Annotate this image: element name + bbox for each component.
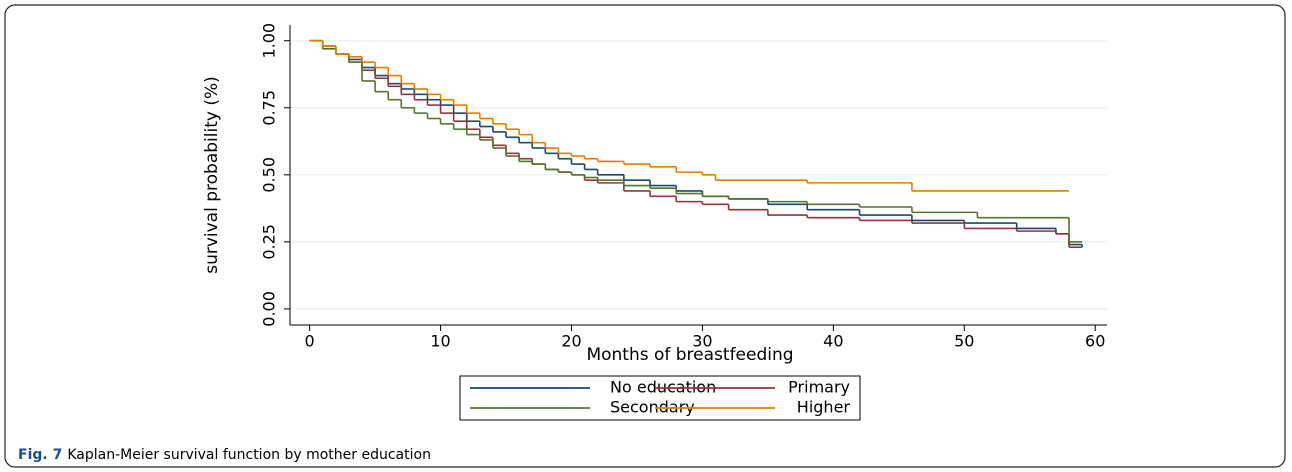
legend-label: No education bbox=[610, 378, 716, 397]
y-tick-label: 0.50 bbox=[260, 157, 279, 193]
x-tick-label: 40 bbox=[823, 332, 843, 351]
x-tick-label: 0 bbox=[305, 332, 315, 351]
x-tick-label: 30 bbox=[692, 332, 712, 351]
legend-box bbox=[459, 375, 861, 421]
x-axis-title: Months of breastfeeding bbox=[586, 345, 793, 365]
caption-text: Kaplan-Meier survival function by mother… bbox=[67, 447, 431, 463]
legend-label: Primary bbox=[788, 378, 850, 397]
y-tick-label: 1.00 bbox=[260, 23, 279, 59]
x-tick-label: 50 bbox=[954, 332, 974, 351]
caption-label: Fig. 7 bbox=[18, 447, 62, 463]
x-tick-label: 60 bbox=[1085, 332, 1105, 351]
legend-label: Higher bbox=[797, 398, 851, 417]
y-axis-title: survival probability (%) bbox=[202, 76, 222, 274]
caption: Fig. 7 Kaplan-Meier survival function by … bbox=[18, 447, 431, 463]
legend-label: Secondary bbox=[610, 398, 695, 417]
y-tick-label: 0.25 bbox=[260, 224, 279, 260]
x-tick-label: 10 bbox=[430, 332, 450, 351]
y-tick-label: 0.75 bbox=[260, 90, 279, 126]
x-tick-label: 20 bbox=[561, 332, 581, 351]
frame bbox=[4, 4, 1286, 468]
y-tick-label: 0.00 bbox=[260, 291, 279, 327]
